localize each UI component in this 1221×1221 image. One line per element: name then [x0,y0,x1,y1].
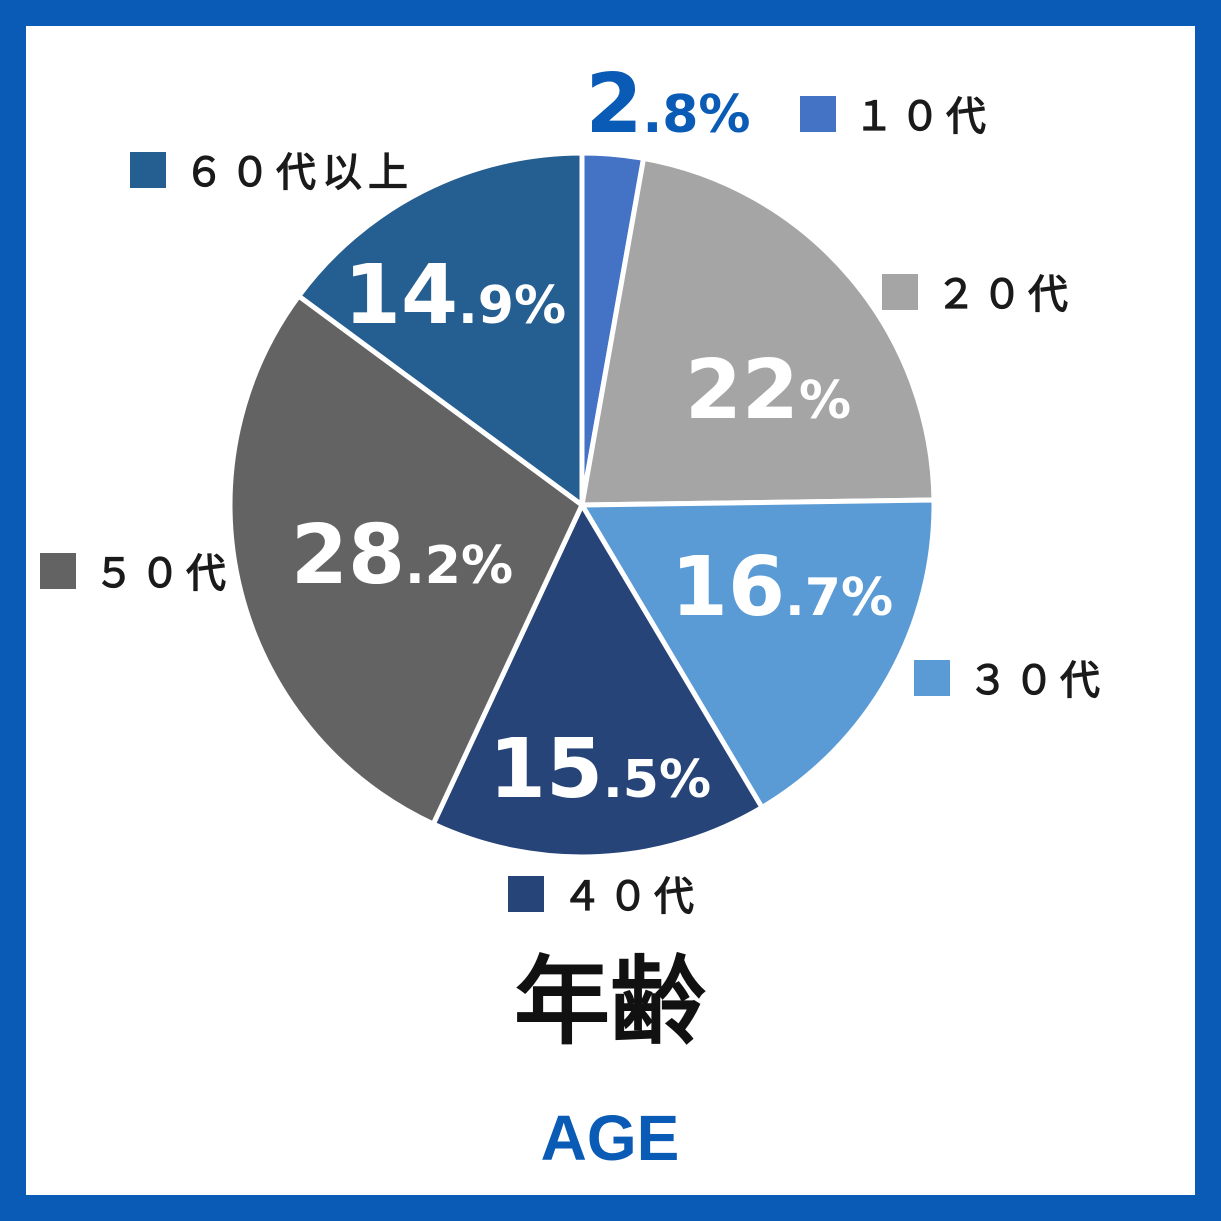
slice-percentage-label: 14.9% [344,248,566,343]
legend-label: ５０代 [94,551,232,597]
pie-slice [579,155,937,508]
percentage-integer: 16 [671,540,785,635]
pie-slices [227,150,937,860]
legend-swatch [130,152,166,188]
pie-slice [430,502,765,860]
pie-slice [227,293,585,827]
percentage-decimal: % [799,371,851,431]
legend-label: １０代 [854,94,992,140]
chart-title: 年齢 [514,946,706,1058]
percentage-integer: 15 [489,722,603,817]
pie-slice [296,150,585,508]
percentage-integer: 14 [344,248,458,343]
percentage-decimal: .8% [643,85,751,145]
legend-swatch [914,660,950,696]
legend-swatch [800,96,836,132]
legend-label: ４０代 [562,874,700,920]
slice-percentage-label: 28.2% [291,508,513,603]
legend-label: ３０代 [968,658,1106,704]
percentage-integer: 22 [685,343,799,438]
legend-swatch [508,876,544,912]
percentage-decimal: .2% [405,536,513,596]
pie-slice [579,497,937,811]
percentage-integer: 28 [291,508,405,603]
legend-swatch [40,553,76,589]
legend-label: ６０代以上 [184,150,414,196]
slice-percentage-label: 2.8% [585,57,750,152]
percentage-labels: 2.8% 22% 16.7% 15.5% 28.2% 14.9% [291,57,893,817]
slice-percentage-label: 22% [685,343,851,438]
percentage-integer: 2 [585,57,642,152]
legend-swatch [882,274,918,310]
percentage-decimal: .5% [603,750,711,810]
legend: １０代 ２０代 ３０代 ４０代 ５０代 ６０代以上 [40,94,1106,920]
slice-percentage-label: 16.7% [671,540,893,635]
legend-label: ２０代 [936,272,1074,318]
percentage-decimal: .7% [785,568,893,628]
percentage-decimal: .9% [458,276,566,336]
chart-subtitle: AGE [541,1102,680,1174]
slice-percentage-label: 15.5% [489,722,711,817]
